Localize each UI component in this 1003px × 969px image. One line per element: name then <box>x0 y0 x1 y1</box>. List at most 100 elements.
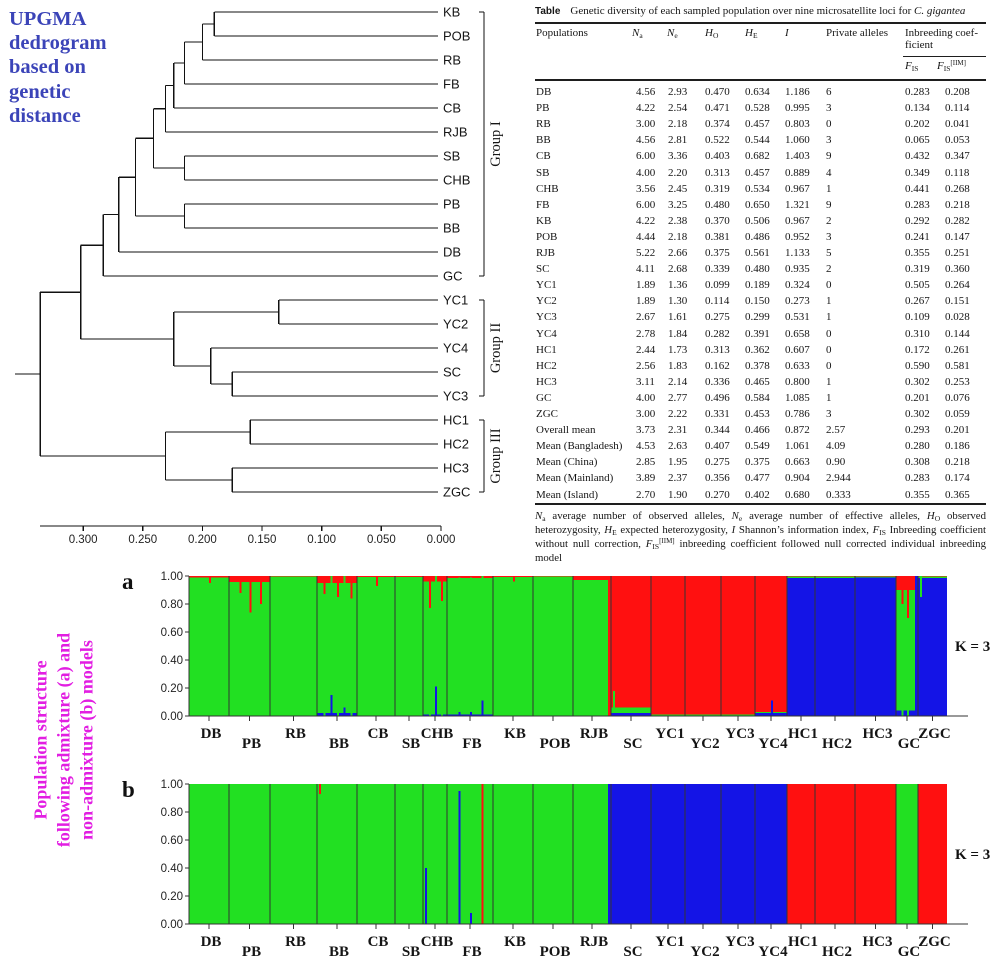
dendrogram-leaf-label: SB <box>443 149 460 164</box>
footnote-segment: IS <box>652 542 660 551</box>
table-cell: 2.38 <box>668 214 688 227</box>
table-cell: 1 <box>826 375 832 388</box>
table-cell: 0 <box>826 118 832 131</box>
table-cell: 1 <box>826 295 832 308</box>
population-label: HC1 <box>788 726 818 742</box>
table-cell: 0.466 <box>745 424 770 437</box>
header-symbol: I <box>785 27 789 39</box>
table-cell: 0.561 <box>745 247 770 259</box>
population-bar <box>918 578 947 716</box>
table-cell: 3 <box>826 230 832 243</box>
table-cell: 0.590 <box>905 359 930 372</box>
individual-bar <box>376 585 378 716</box>
table-cell: 2 <box>826 214 832 227</box>
dendrogram-leaf-label: CB <box>443 101 461 116</box>
individual-bar <box>239 592 242 716</box>
table-cell: 0.402 <box>745 488 770 501</box>
table-cell: 0.375 <box>705 247 730 259</box>
population-label: SC <box>623 944 642 960</box>
population-label: HC2 <box>822 944 852 960</box>
footnote-segment: H <box>604 524 613 536</box>
population-bar <box>533 784 573 924</box>
header-symbol: F <box>905 60 912 72</box>
population-bar <box>573 579 611 716</box>
table-cell: 2.22 <box>668 408 688 420</box>
population-label: YC1 <box>655 726 684 742</box>
table-row-label: FB <box>536 198 550 211</box>
table-cell: 0.544 <box>745 134 770 147</box>
table-cell: 4.22 <box>636 214 656 227</box>
dendrogram-axis-tick-label: 0.250 <box>128 534 157 546</box>
table-cell: 4.00 <box>636 391 656 404</box>
table-cell: 0.349 <box>905 166 930 179</box>
population-label: RB <box>285 726 306 742</box>
table-cell: 1.403 <box>785 150 810 163</box>
table-cell: 0.607 <box>785 343 810 356</box>
table-cell: 3.25 <box>668 198 688 211</box>
individual-bar <box>343 576 346 708</box>
footnote-segment: N <box>535 510 543 522</box>
population-label: FB <box>462 736 481 752</box>
table-cell: 0.275 <box>705 456 730 469</box>
table-cell: 3.00 <box>636 408 656 420</box>
table-cell: 0.283 <box>905 472 930 485</box>
table-cell: 6 <box>826 86 832 98</box>
table-cell: 4.44 <box>636 230 656 243</box>
individual-bar <box>613 576 615 691</box>
dendrogram-leaf-label: HC2 <box>443 437 469 452</box>
population-label: SB <box>402 736 420 752</box>
table-cell: 0.324 <box>785 279 810 292</box>
table-caption: Table Genetic diversity of each sampled p… <box>535 5 965 17</box>
population-label: PB <box>242 736 261 752</box>
table-cell: 0.282 <box>945 214 970 227</box>
table-cell: 0.904 <box>785 472 810 485</box>
population-label: KB <box>504 934 526 950</box>
column-subheader: FIS <box>905 60 918 73</box>
table-cell: 2.20 <box>668 166 688 179</box>
table-cell: 0.201 <box>905 391 930 404</box>
table-cell: 0.267 <box>905 295 930 308</box>
table-cell: 0.268 <box>945 182 970 195</box>
table-row-label: BB <box>536 134 551 147</box>
k-value-label: K = 3 <box>955 639 990 655</box>
individual-bar <box>209 583 211 716</box>
column-group-header: Inbreeding coef- <box>905 27 978 39</box>
header-subscript: IS <box>911 64 919 73</box>
table-cell: 0.053 <box>945 134 970 147</box>
individual-bar <box>350 576 353 599</box>
individual-bar <box>343 707 346 716</box>
header-symbol: F <box>937 60 944 72</box>
individual-bar <box>458 711 461 716</box>
table-cell: 1.84 <box>668 327 688 340</box>
table-row-label: HC3 <box>536 375 557 388</box>
population-bar <box>787 784 815 924</box>
table-cell: 2.93 <box>668 86 688 98</box>
table-cell: 0.534 <box>745 182 770 195</box>
table-cell: 0.584 <box>745 391 770 404</box>
dendrogram-leaf-label: YC3 <box>443 389 468 404</box>
table-cell: 3.00 <box>636 118 656 131</box>
table-cell: 2.56 <box>636 359 656 372</box>
table-caption-species: C. gigantea <box>914 5 966 17</box>
individual-bar <box>613 713 615 716</box>
table-cell: 0.872 <box>785 424 810 437</box>
table-row-label: RJB <box>536 247 555 259</box>
table-cell: 2.944 <box>826 472 851 485</box>
population-label: GC <box>898 736 921 752</box>
population-label: HC3 <box>863 934 893 950</box>
individual-bar <box>209 576 211 583</box>
population-label: POB <box>540 736 571 752</box>
table-cell: 1 <box>826 182 832 195</box>
k-value-label: K = 3 <box>955 847 990 863</box>
table-cell: 0.218 <box>945 456 970 469</box>
table-cell: 0.261 <box>945 343 970 356</box>
population-bar <box>611 576 651 708</box>
table-cell: 0.264 <box>945 279 970 292</box>
dendrogram-leaf-label: RB <box>443 53 461 68</box>
table-cell: 1.133 <box>785 247 810 259</box>
table-cell: 0.506 <box>745 214 770 227</box>
header-symbol: N <box>632 27 640 39</box>
table-cell: 0.241 <box>905 230 930 243</box>
individual-bar <box>901 576 904 604</box>
table-cell: 3 <box>826 408 832 420</box>
